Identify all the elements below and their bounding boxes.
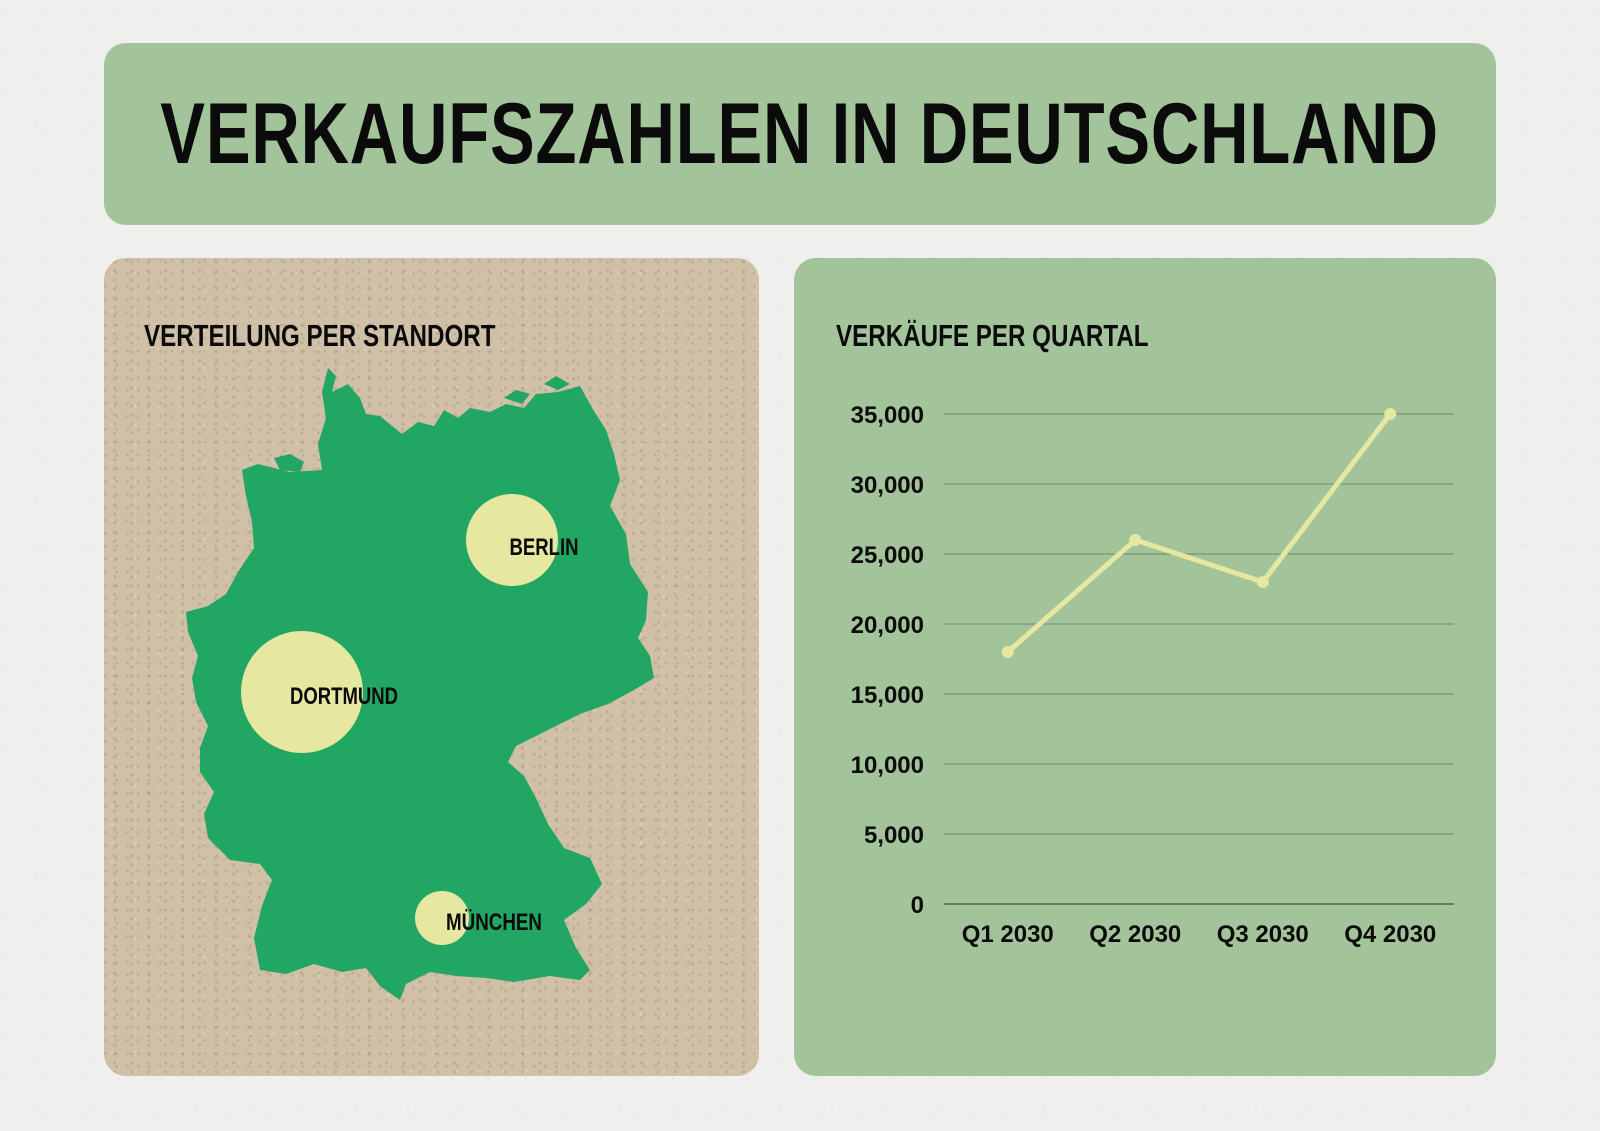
x-axis-ticks: Q1 2030 Q2 2030 Q3 2030 Q4 2030 [962, 921, 1437, 948]
y-tick-label: 5,000 [864, 822, 924, 849]
y-tick-label: 15,000 [851, 682, 924, 709]
y-axis-ticks: 0 5,000 10,000 15,000 20,000 25,000 30,000 35,0… [851, 402, 924, 919]
germany-map: BERLIN DORTMUND MÜNCHEN [186, 368, 654, 1000]
y-tick-label: 25,000 [851, 542, 924, 569]
data-point [1001, 646, 1014, 658]
y-tick-label: 35,000 [851, 402, 924, 429]
city-label-berlin: BERLIN [510, 534, 579, 561]
y-tick-label: 10,000 [851, 752, 924, 779]
y-tick-label: 30,000 [851, 472, 924, 499]
y-tick-label: 20,000 [851, 612, 924, 639]
chart-panel-title: VERKÄUFE PER QUARTAL [836, 318, 1149, 353]
bubble-muenchen [415, 891, 469, 945]
city-label-dortmund: DORTMUND [290, 683, 398, 710]
bubble-dortmund [241, 631, 363, 753]
data-point [1256, 576, 1269, 588]
title-banner: VERKAUFSZAHLEN IN DEUTSCHLAND [104, 43, 1496, 225]
chart-series [1001, 408, 1397, 658]
city-label-muenchen: MÜNCHEN [446, 909, 542, 936]
y-tick-label: 0 [911, 892, 924, 919]
quarterly-sales-chart: 0 5,000 10,000 15,000 20,000 25,000 30,000 35,0… [851, 402, 1454, 948]
chart-grid [944, 413, 1454, 905]
sales-line [1005, 411, 1393, 655]
data-point [1129, 534, 1142, 546]
x-tick-label: Q3 2030 [1217, 921, 1309, 948]
bubble-berlin [466, 494, 558, 586]
x-tick-label: Q2 2030 [1089, 921, 1181, 948]
x-tick-label: Q1 2030 [962, 921, 1054, 948]
x-tick-label: Q4 2030 [1344, 921, 1436, 948]
data-point [1384, 408, 1397, 420]
location-map-panel: VERTEILUNG PER STANDORT BERLIN DORTMUND … [104, 258, 759, 1076]
baltic-coast-detail [274, 376, 570, 472]
map-panel-title: VERTEILUNG PER STANDORT [144, 318, 496, 353]
quarterly-sales-chart-panel: VERKÄUFE PER QUARTAL 0 5,000 10,000 15,000 2… [794, 258, 1496, 1076]
page-title: VERKAUFSZAHLEN IN DEUTSCHLAND [160, 85, 1440, 182]
